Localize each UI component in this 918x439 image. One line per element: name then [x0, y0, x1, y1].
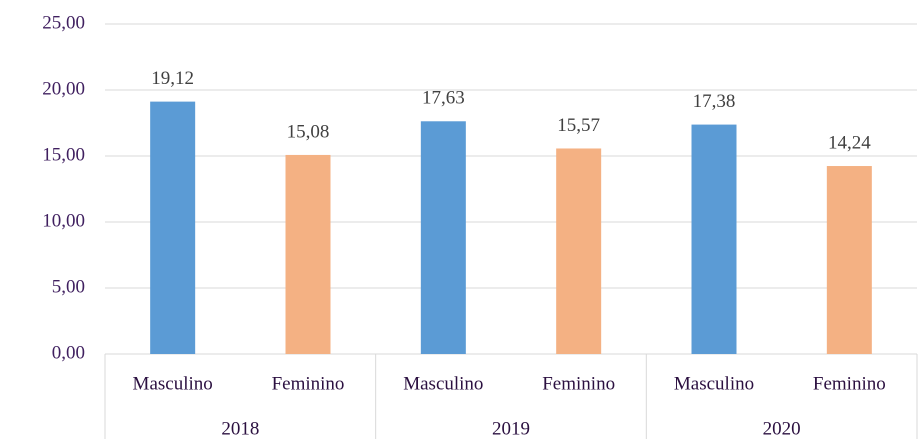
y-tick-label: 15,00: [42, 144, 85, 165]
x-tick-label: Masculino: [133, 373, 213, 394]
x-tick-label: Feminino: [542, 373, 615, 394]
value-label: 14,24: [828, 132, 871, 153]
y-tick-label: 0,00: [52, 342, 85, 363]
y-tick-label: 20,00: [42, 78, 85, 99]
x-tick-label: Feminino: [272, 373, 345, 394]
bar: [826, 166, 872, 354]
value-label: 19,12: [151, 68, 194, 89]
bar: [285, 154, 331, 354]
group-label: 2018: [221, 418, 259, 439]
y-tick-label: 10,00: [42, 210, 85, 231]
y-tick-label: 5,00: [52, 276, 85, 297]
bar: [556, 148, 602, 354]
group-label: 2019: [492, 418, 530, 439]
x-tick-label: Masculino: [403, 373, 483, 394]
value-label: 17,38: [693, 91, 736, 112]
value-label: 15,08: [287, 121, 330, 142]
y-tick-label: 25,00: [42, 12, 85, 33]
value-label: 15,57: [557, 115, 600, 136]
bar: [150, 101, 196, 354]
bar: [420, 121, 466, 354]
group-label: 2020: [763, 418, 801, 439]
bar: [691, 124, 737, 354]
x-tick-label: Masculino: [674, 373, 754, 394]
x-tick-label: Feminino: [813, 373, 886, 394]
value-label: 17,63: [422, 88, 465, 109]
